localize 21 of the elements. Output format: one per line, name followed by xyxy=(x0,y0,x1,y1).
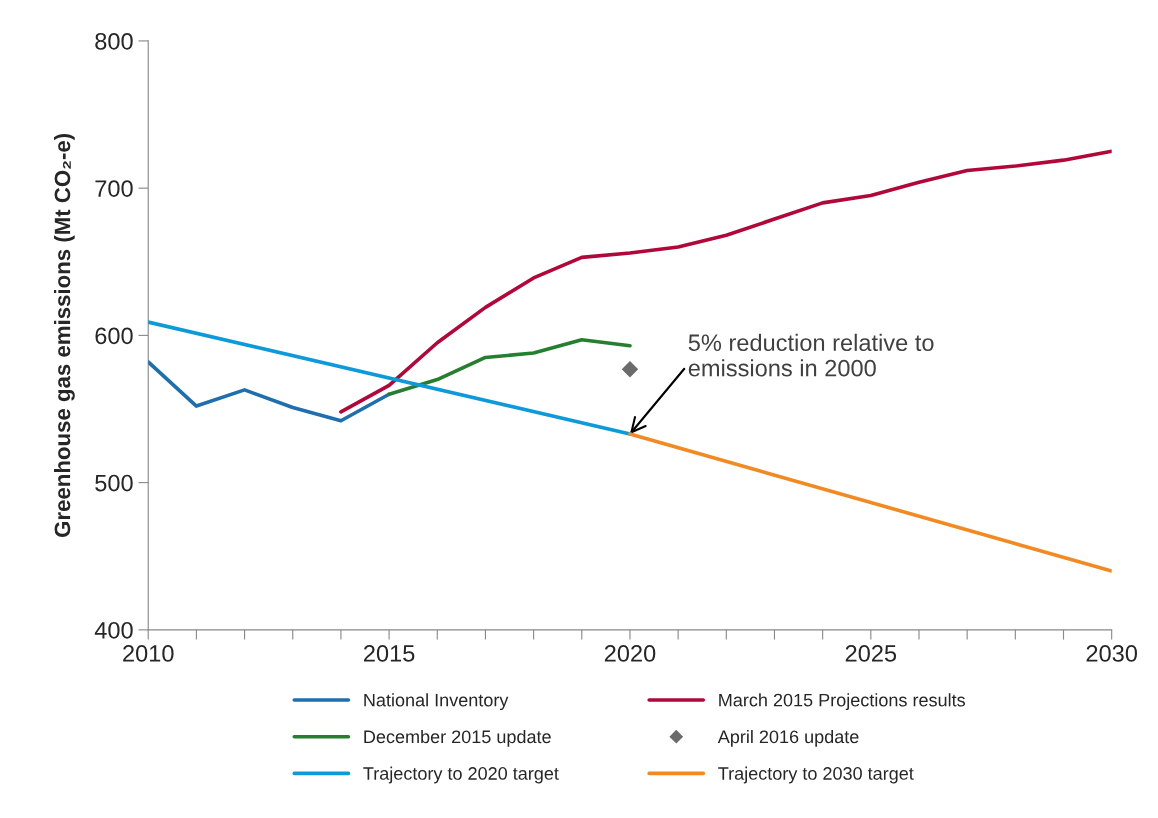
x-tick-label: 2030 xyxy=(1086,645,1138,662)
x-tick-label: 2015 xyxy=(364,645,415,662)
y-tick-label: 600 xyxy=(95,327,133,345)
legend-label: April 2016 update xyxy=(717,729,859,747)
legend-label: Trajectory to 2020 target xyxy=(363,766,559,784)
y-axis-title: Greenhouse gas emissions (Mt CO₂-e) xyxy=(53,133,75,537)
y-tick-label: 400 xyxy=(94,621,133,639)
y-tick-label: 800 xyxy=(95,32,133,50)
legend-label: National Inventory xyxy=(364,693,509,711)
line-series xyxy=(339,149,1112,414)
legend-label: March 2015 Projections results xyxy=(719,693,965,711)
legend-label: Trajectory to 2030 target xyxy=(718,766,914,784)
line-series xyxy=(387,337,632,397)
x-tick-label: 2010 xyxy=(123,645,174,662)
annotation: 5% reduction relative to emissions in 2000 xyxy=(688,333,934,377)
y-tick-label: 700 xyxy=(95,180,133,197)
x-tick-label: 2020 xyxy=(604,645,656,662)
y-tick-label: 500 xyxy=(95,474,133,492)
line-series xyxy=(148,360,391,423)
legend-label: December 2015 update xyxy=(364,729,551,747)
x-tick-label: 2025 xyxy=(845,645,897,662)
